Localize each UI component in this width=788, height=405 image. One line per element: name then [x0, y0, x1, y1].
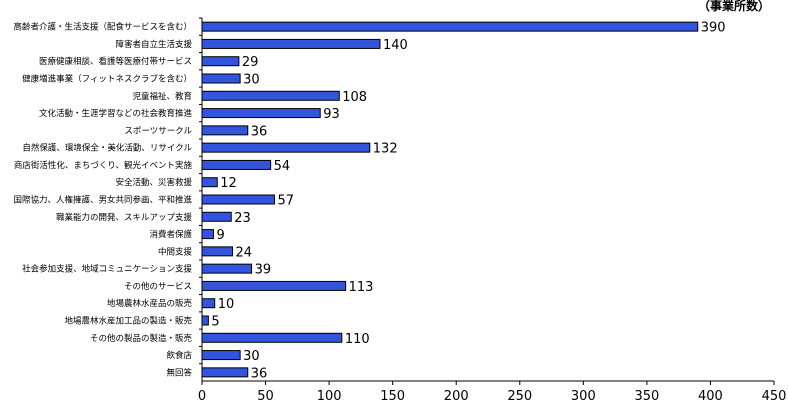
category-label: 無回答 — [166, 367, 192, 378]
bar — [201, 159, 272, 170]
category-label: 消費者保護 — [149, 229, 192, 240]
bar — [201, 211, 232, 222]
category-label: 安全活動、災害救援 — [115, 177, 192, 188]
category-label: 職業能力の開発、スキルアップ支援 — [56, 212, 193, 223]
data-label: 132 — [373, 142, 398, 157]
category-label: 中間支援 — [158, 246, 193, 257]
category-label: 商店街活性化、まちづくり、観光イベント実施 — [14, 160, 193, 171]
x-tick-label: 150 — [380, 389, 405, 404]
data-label: 10 — [218, 297, 235, 312]
bar — [201, 56, 240, 67]
data-label: 12 — [220, 176, 237, 191]
category-label: 医療健康相談、看護等医療付帯サービス — [39, 56, 192, 67]
x-tick-label: 450 — [762, 389, 787, 404]
category-label: 国際協力、人権擁護、男女共同参画、平和推進 — [13, 195, 192, 206]
bar — [201, 108, 321, 119]
bar — [201, 263, 253, 274]
x-tick-label: 0 — [198, 389, 206, 404]
category-label: 高齢者介護・生活支援（配食サービスを含む） — [13, 22, 192, 33]
bar — [201, 315, 209, 326]
data-label: 39 — [255, 263, 272, 278]
data-label: 140 — [383, 38, 408, 53]
data-label: 54 — [274, 159, 291, 174]
data-label: 36 — [251, 124, 268, 139]
bar — [201, 298, 216, 309]
category-label: 飲食店 — [166, 350, 192, 361]
bar — [201, 350, 241, 361]
data-label: 30 — [243, 73, 260, 88]
category-label: その他のサービス — [124, 281, 192, 292]
data-label: 29 — [242, 55, 259, 70]
data-label: 9 — [216, 228, 224, 243]
bar — [201, 125, 249, 136]
category-label: その他の製品の製造・販売 — [90, 333, 193, 344]
x-tick-label: 250 — [507, 389, 532, 404]
data-label: 57 — [277, 194, 294, 209]
bar — [201, 177, 218, 188]
data-label: 5 — [211, 315, 219, 330]
data-label: 30 — [243, 349, 260, 364]
category-label: 文化活動・生涯学習などの社会教育推進 — [39, 108, 193, 119]
bar — [201, 280, 347, 291]
category-label: 健康増進事業（フィットネスクラブを含む） — [22, 74, 192, 85]
plot-area: 0 50 100 150 200 250 300 350 400 450 高齢者介護・生活支援（配食… — [13, 17, 787, 404]
data-label: 110 — [345, 332, 370, 347]
category-label: 児童福祉、教育 — [132, 91, 192, 102]
x-tick-label: 350 — [634, 389, 659, 404]
data-label: 93 — [323, 107, 340, 122]
category-label: 社会参加支援、地域コミュニケーション支援 — [22, 264, 192, 275]
x-tick-label: 200 — [444, 389, 469, 404]
category-label: 自然保護、環境保全・美化活動、リサイクル — [22, 143, 192, 154]
category-label: 地場農林水産加工品の製造・販売 — [64, 316, 192, 327]
bar — [201, 332, 343, 343]
data-label: 113 — [349, 280, 374, 295]
bar — [201, 142, 371, 153]
category-label: 障害者自立生活支援 — [115, 39, 192, 50]
category-label: 地場農林水産品の販売 — [107, 298, 193, 309]
x-tick-label: 400 — [698, 389, 723, 404]
bar — [201, 229, 214, 240]
bar — [201, 90, 340, 101]
data-label: 23 — [234, 211, 251, 226]
bar — [201, 246, 234, 257]
unit-label: （事業所数） — [698, 0, 770, 13]
bar — [201, 367, 249, 378]
bar — [201, 73, 241, 84]
bar — [201, 38, 381, 49]
bar — [201, 194, 275, 205]
category-label: スポーツサークル — [124, 126, 192, 136]
x-tick-label: 300 — [571, 389, 596, 404]
data-label: 108 — [342, 90, 367, 105]
x-tick-label: 50 — [257, 389, 274, 404]
data-label: 36 — [251, 366, 268, 381]
x-tick-label: 100 — [317, 389, 342, 404]
bar — [201, 21, 699, 32]
data-label: 24 — [236, 245, 253, 260]
data-label: 390 — [701, 21, 726, 36]
